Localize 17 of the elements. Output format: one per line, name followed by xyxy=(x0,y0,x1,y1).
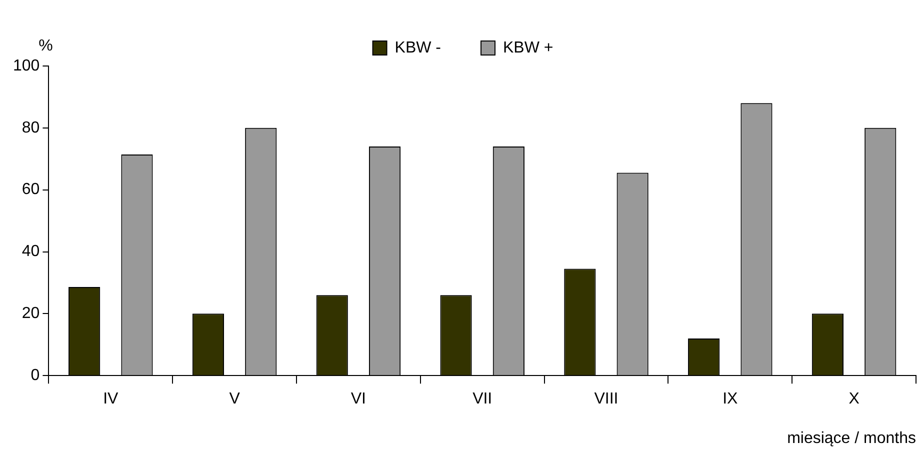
legend-label: KBW - xyxy=(394,39,441,56)
x-tick-label: VIII xyxy=(594,390,618,408)
y-tick-label: 20 xyxy=(22,305,40,322)
legend-label: KBW + xyxy=(502,39,554,56)
x-tick-label: V xyxy=(229,390,240,408)
y-tick-label: 40 xyxy=(22,243,40,260)
y-tick-label: 60 xyxy=(22,181,40,198)
y-tick-label: 0 xyxy=(30,367,40,384)
y-axis-title: % xyxy=(38,37,53,54)
y-tick-label: 100 xyxy=(12,57,40,74)
x-axis-title: miesiące / months xyxy=(787,430,916,447)
x-tick-label: VI xyxy=(350,390,366,408)
x-tick-label: IV xyxy=(103,390,119,408)
x-tick-label: VII xyxy=(472,390,492,408)
x-tick-label: IX xyxy=(722,390,738,408)
y-tick-label: 80 xyxy=(22,119,40,136)
x-tick-label: X xyxy=(848,390,860,408)
